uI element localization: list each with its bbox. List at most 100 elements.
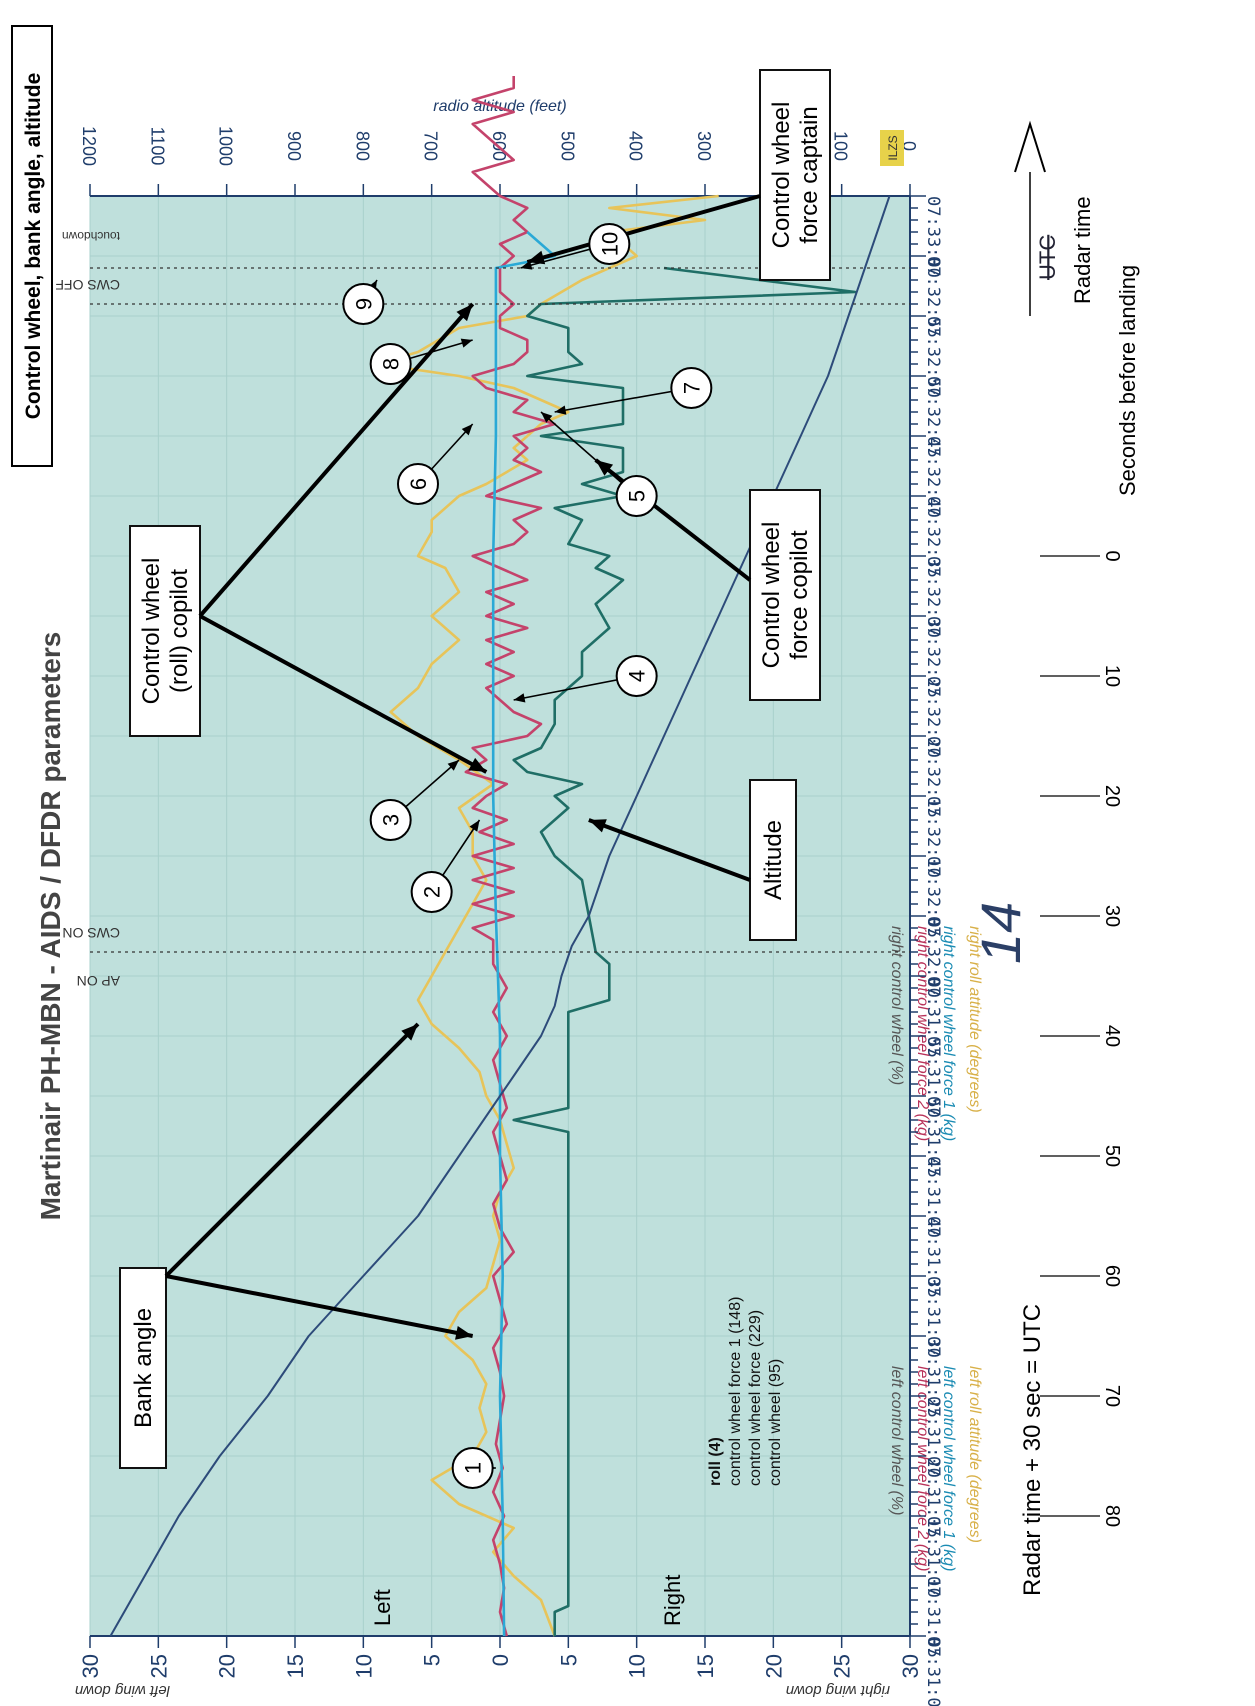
arrow-force-captain-head (527, 250, 546, 265)
time-tick-label: 07:32:10 (923, 796, 943, 878)
seconds-tick-label: 50 (1101, 1145, 1123, 1167)
seconds-tick-label: 80 (1101, 1505, 1123, 1527)
time-tick-label: 07:32:55 (923, 256, 943, 338)
radar-time-label: Radar time (1070, 196, 1095, 304)
marker-6-label: 6 (406, 478, 431, 490)
marker-4-circle (615, 655, 658, 697)
marker-6-circle (397, 463, 439, 505)
cws-on-label: CWS ON (62, 925, 120, 941)
left-axis-label-bottom: right wing down (786, 1682, 890, 1699)
marker-2-arrow-head (469, 820, 480, 832)
marker-6-arrow-head (461, 424, 473, 436)
legend-top-item: left roll attitude (degrees) (966, 1366, 983, 1543)
left-axis-tick-label: 15 (283, 1654, 308, 1678)
callout-roll-copilot: Control wheel (roll) copilot (129, 525, 201, 737)
seconds-before-landing-label: Seconds before landing (1115, 265, 1140, 496)
left-axis: 30 25 20 15 10 5 0 5 10 15 20 25 30 left wing down rig… (75, 926, 983, 1699)
time-tick-label: 07:32:30 (923, 556, 943, 638)
marker-7-arrow-head (554, 405, 567, 415)
callout-bank-angle-text: Bank angle (130, 1308, 157, 1428)
marker-10-arrow-head (520, 260, 533, 270)
left-axis-tick-label: 0 (488, 1654, 513, 1666)
marker-2-circle (410, 871, 453, 913)
marker-7-arrow (554, 387, 692, 413)
callout-bank-angle: Bank angle (119, 1267, 167, 1469)
ilzs-tag-bg (880, 130, 904, 166)
arrow-bank-1-head (401, 1024, 418, 1041)
callout-force-captain-text: Control wheel (768, 102, 795, 249)
arrow-bank-2-head (455, 1325, 473, 1340)
legend-bottom-item: right roll attitude (degrees) (966, 926, 983, 1113)
time-tick-label: 07:33:00 (923, 196, 943, 278)
axis-legend: left roll attitude (degrees) left control… (888, 926, 983, 1571)
marker-5-arrow-head (541, 412, 553, 423)
marker-9-circle (342, 283, 385, 325)
time-tick-label: 07:31:05 (923, 1576, 943, 1658)
left-axis-tick-label: 20 (761, 1654, 786, 1678)
marker-10-circle (588, 223, 631, 265)
right-side-label: Right (660, 1575, 685, 1626)
legend-line: roll (4) (707, 1437, 724, 1486)
time-tick-label: 07:31:35 (923, 1216, 943, 1298)
seconds-tick-label: 10 (1101, 665, 1123, 687)
left-axis-tick-label: 10 (351, 1654, 376, 1678)
time-tick-label: 07:31:20 (923, 1396, 943, 1478)
legend-bottom-item: right control wheel (%) (888, 926, 905, 1085)
time-tick-label: 07:31:45 (923, 1096, 943, 1178)
ap-on-label: AP ON (77, 973, 120, 989)
callout-force-copilot: Control wheel force copilot (749, 489, 821, 701)
seconds-tick-label: 40 (1101, 1025, 1123, 1047)
time-tick-label: 07:31:00 (923, 1636, 943, 1706)
time-axis: 07:31:0007:31:0507:31:1007:31:1507:31:20… (909, 195, 943, 1706)
marker-8-arrow-head (460, 338, 473, 348)
marker-10-label: 10 (597, 232, 622, 256)
legend-top-item: left control wheel force 1 (kg) (940, 1366, 957, 1571)
series-control-wheel-force-copilot (512, 266, 857, 1636)
marker-3-arrow-head (447, 760, 459, 771)
series-bank-angle (375, 194, 719, 1637)
arrow-altitude-head (588, 819, 607, 833)
marker-8-label: 8 (379, 358, 404, 370)
time-tick-label: 07:31:25 (923, 1336, 943, 1418)
time-tick-label: 07:32:05 (923, 856, 943, 938)
arrow-bank-1 (164, 1022, 420, 1278)
time-tick-label: 07:32:15 (923, 736, 943, 818)
marker-8-circle (369, 343, 412, 385)
left-axis-tick-label: 25 (830, 1654, 855, 1678)
legend-bottom-item: right control wheel force 2 (kg) (914, 926, 931, 1141)
callout-altitude-text: Altitude (760, 820, 787, 900)
callout-roll-copilot-text: Control wheel (138, 558, 165, 705)
aircraft-icon (1014, 120, 1046, 173)
marker-1-circle (451, 1447, 494, 1489)
right-axis-tick-label: 1000 (216, 126, 236, 166)
left-axis-tick-label: 5 (556, 1654, 581, 1666)
legend-bottom-item: right control wheel force 1 (kg) (940, 926, 957, 1141)
arrow-force-captain (526, 194, 761, 264)
arrow-roll-2-head (456, 304, 473, 322)
seconds-tick-label: 70 (1101, 1385, 1123, 1407)
left-side-label: Left (370, 1589, 395, 1626)
time-tick-label: 07:32:25 (923, 616, 943, 698)
right-axis-tick-label: 400 (626, 131, 646, 161)
arrow-force-copilot (594, 458, 752, 582)
left-axis-tick-label: 5 (420, 1654, 445, 1666)
time-tick-label: 07:32:00 (923, 916, 943, 998)
callout-force-captain: Control wheel force captain (759, 69, 831, 281)
arrow-altitude (588, 818, 751, 882)
legend-top-item: left control wheel force 2 (kg) (914, 1366, 931, 1571)
arrow-bank-2 (165, 1274, 474, 1338)
corner-title: Control wheel, bank angle, altitude (22, 73, 45, 420)
callout-force-captain-frame (759, 69, 831, 281)
callout-bank-angle-frame (119, 1267, 167, 1469)
right-axis-tick-label: 300 (694, 131, 714, 161)
left-axis-tick-label: 10 (625, 1654, 650, 1678)
legend-line: control wheel force 1 (148) (727, 1297, 744, 1486)
arrow-roll-1 (199, 614, 488, 774)
time-tick-label: 07:32:45 (923, 376, 943, 458)
right-axis-tick-label: 1100 (147, 127, 167, 166)
callout-force-copilot-frame (749, 489, 821, 701)
legend-top-item: left control wheel (%) (888, 1366, 905, 1515)
corner-title-box (11, 25, 53, 467)
touchdown-label: touchdown (62, 229, 120, 243)
